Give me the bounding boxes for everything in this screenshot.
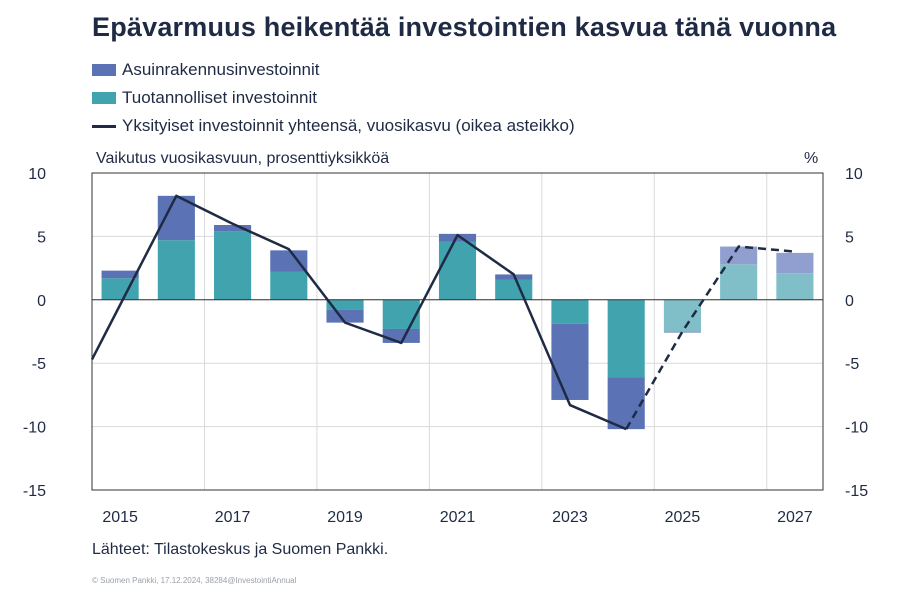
y-tick-label-right: -5: [845, 356, 859, 373]
right-axis-unit: %: [804, 150, 819, 167]
bar-productive-2017: [214, 231, 252, 300]
plot-frame: [91, 172, 824, 491]
bar-productive-2023: [551, 299, 589, 324]
y-tick-label-left: 10: [28, 166, 46, 183]
y-tick-label-left: -10: [23, 420, 46, 437]
legend-swatch-productive: [92, 92, 116, 104]
x-tick-label-2015: 2015: [102, 509, 138, 526]
left-axis-label: Vaikutus vuosikasvuun, prosenttiyksikköä: [96, 150, 390, 167]
axis-tick-labels: -15 -10 -5 0 5 10 -15 -10 -5 0 5 10 2015 2017 2019 2021…: [23, 166, 868, 526]
y-tick-label-right: 0: [845, 293, 854, 310]
bar-productive-2016: [157, 240, 195, 300]
bar-productive-2022: [495, 279, 533, 300]
total-growth-line-forecast: [625, 245, 795, 430]
copyright-note: © Suomen Pankki, 17.12.2024, 38284@Inves…: [92, 576, 297, 585]
legend-label-total-growth: Yksityiset investoinnit yhteensä, vuosik…: [122, 116, 575, 135]
total-growth-line: [90, 194, 795, 431]
bar-residential-2019: [326, 309, 364, 323]
y-tick-label-left: -15: [23, 483, 46, 500]
bar-residential-2023: [551, 323, 589, 400]
legend-label-residential: Asuinrakennusinvestoinnit: [122, 60, 320, 79]
x-tick-label-2023: 2023: [552, 509, 588, 526]
bar-residential-2018: [270, 250, 308, 272]
y-tick-label-left: 0: [37, 293, 46, 310]
bar-residential-2026: [720, 246, 758, 265]
chart-title: Epävarmuus heikentää investointien kasvu…: [92, 12, 837, 42]
bar-productive-2026: [720, 264, 758, 300]
y-tick-label-right: 5: [845, 229, 854, 246]
bar-productive-2018: [270, 271, 308, 300]
y-tick-label-right: -15: [845, 483, 868, 500]
bar-productive-2015: [101, 278, 139, 300]
y-tick-label-right: 10: [845, 166, 863, 183]
bar-residential-2027: [776, 252, 814, 274]
bar-productive-2019: [326, 299, 364, 310]
legend-swatch-total-growth: [92, 124, 116, 128]
bar-residential-2025: [663, 331, 701, 333]
bar-productive-2024: [607, 299, 645, 378]
legend-label-productive: Tuotannolliset investoinnit: [122, 88, 317, 107]
x-tick-label-2021: 2021: [440, 509, 476, 526]
axes: [91, 172, 824, 491]
bar-residential-2017: [214, 224, 252, 232]
total-growth-line-actual: [90, 194, 627, 431]
x-tick-label-2019: 2019: [327, 509, 363, 526]
x-tick-label-2027: 2027: [777, 509, 813, 526]
bar-productive-2020: [382, 299, 420, 329]
source-note: Lähteet: Tilastokeskus ja Suomen Pankki.: [92, 541, 389, 558]
bar-productive-2021: [438, 241, 477, 300]
legend: Asuinrakennusinvestoinnit Tuotannolliset…: [92, 56, 575, 140]
bar-residential-2024: [607, 377, 645, 430]
y-tick-label-right: -10: [845, 420, 868, 437]
bar-residential-2015: [101, 270, 139, 279]
legend-item-residential: Asuinrakennusinvestoinnit: [92, 56, 575, 84]
bars: [101, 195, 814, 430]
legend-item-productive: Tuotannolliset investoinnit: [92, 84, 575, 112]
legend-swatch-residential: [92, 64, 116, 76]
bar-productive-2025: [663, 299, 701, 332]
x-tick-label-2025: 2025: [665, 509, 701, 526]
bar-productive-2027: [776, 273, 814, 300]
x-tick-label-2017: 2017: [215, 509, 251, 526]
y-tick-label-left: -5: [32, 356, 46, 373]
gridlines: [92, 172, 823, 491]
legend-item-total-growth: Yksityiset investoinnit yhteensä, vuosik…: [92, 112, 575, 140]
y-tick-label-left: 5: [37, 229, 46, 246]
